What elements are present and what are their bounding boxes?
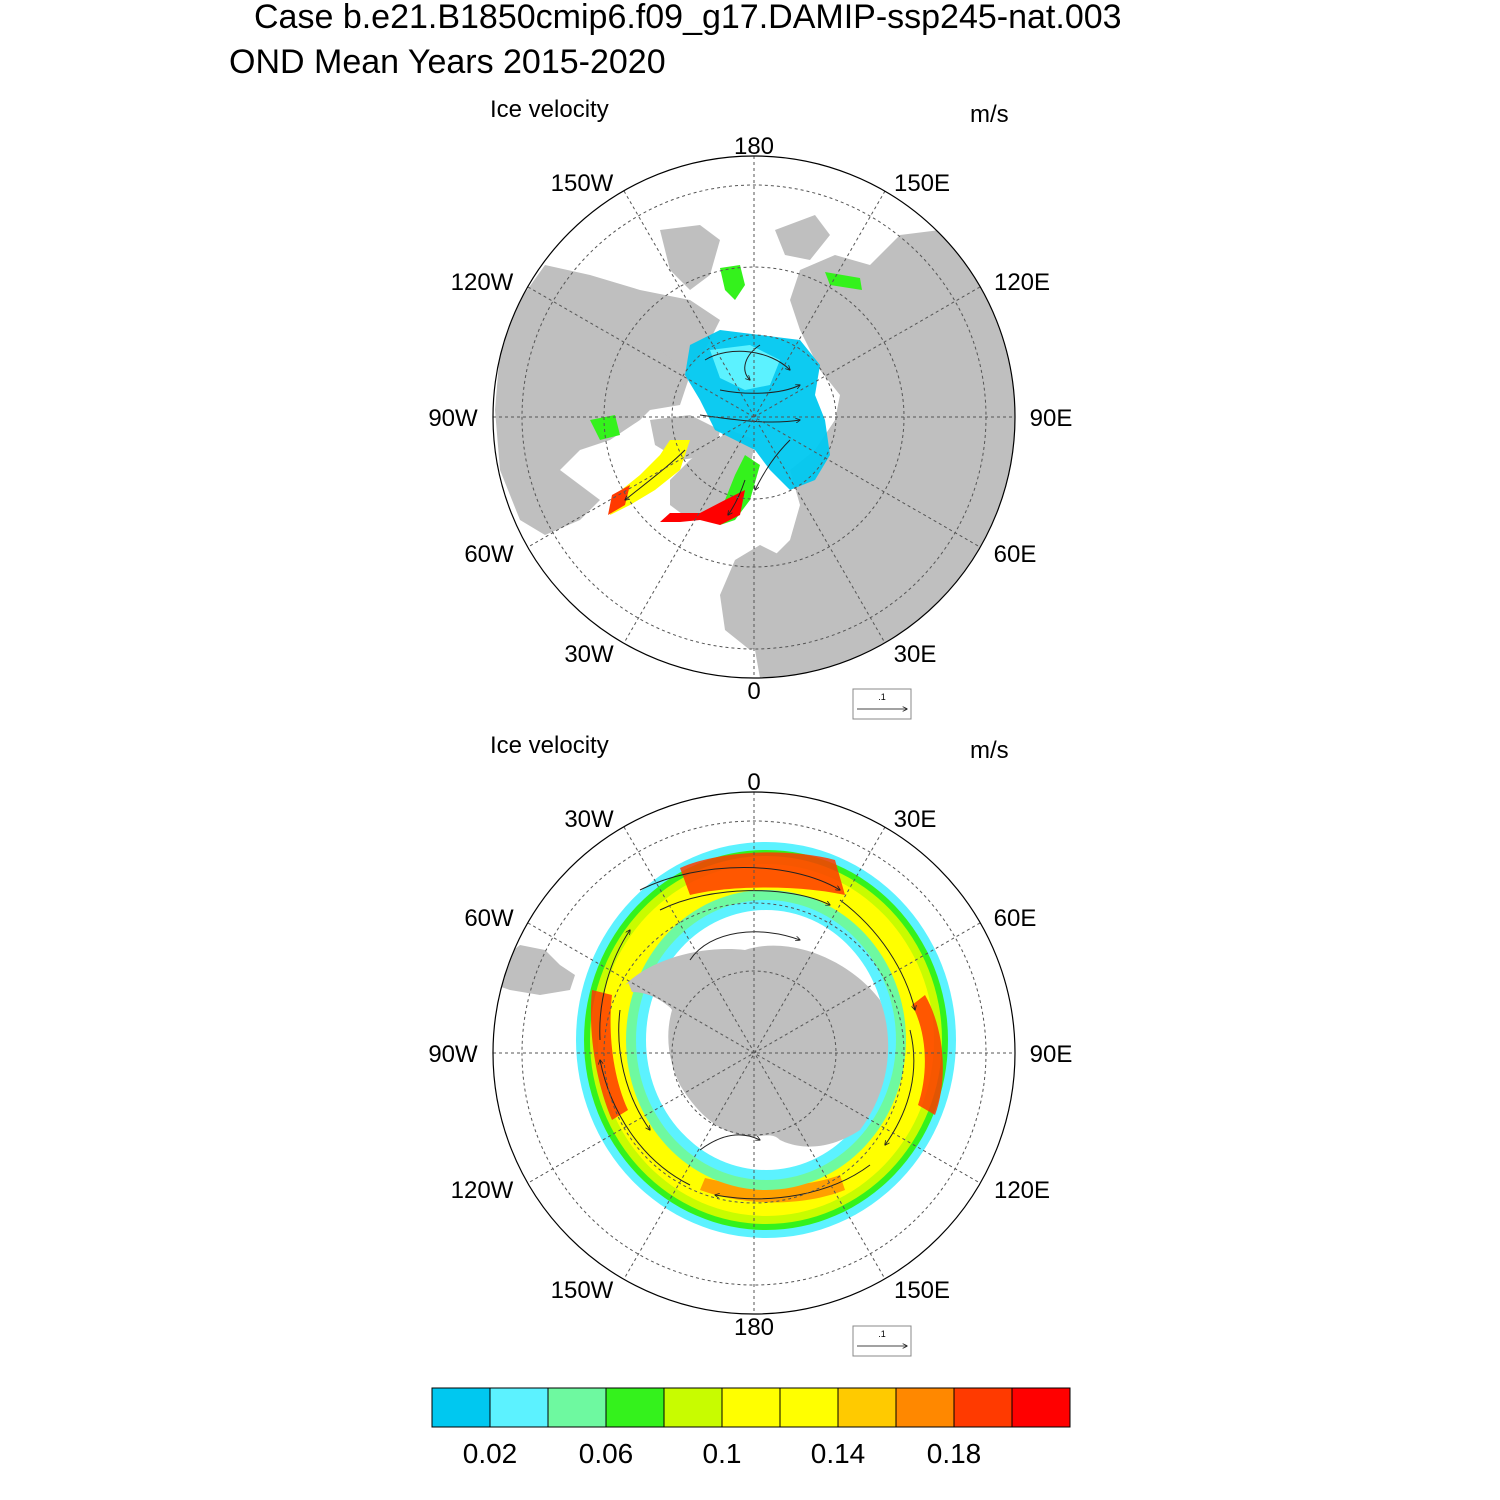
south-land-south-america	[495, 945, 575, 995]
colorbar-box	[547, 1387, 607, 1428]
colorbar-box	[721, 1387, 781, 1428]
north-panel-title: Ice velocity	[490, 96, 609, 123]
north-land-eurasia	[755, 230, 1015, 678]
south-panel: Ice velocity m/s	[428, 732, 1073, 1357]
south-lon-label-bottom: 180	[734, 1314, 774, 1341]
colorbar-box	[779, 1387, 839, 1428]
north-lon-label-bottom-left: 30W	[564, 641, 614, 668]
south-lon-label-right-upper: 60E	[994, 905, 1037, 932]
south-ice-east-fast	[912, 995, 943, 1115]
north-panel: Ice velocity m/s	[428, 96, 1073, 720]
north-lon-label-top-right: 150E	[894, 170, 950, 197]
north-lon-label-top: 180	[734, 133, 774, 160]
north-ice-bering	[720, 265, 862, 300]
north-streamlines	[625, 344, 800, 515]
south-streamlines	[600, 867, 915, 1200]
south-lon-label-left-lower: 120W	[451, 1177, 514, 1204]
south-ice-weddell-fast	[680, 852, 845, 895]
colorbar-box	[837, 1387, 897, 1428]
south-lon-label-right-lower: 120E	[994, 1177, 1050, 1204]
north-lon-label-right-upper: 120E	[994, 269, 1050, 296]
colorbar: 0.02 0.06 0.1 0.14 0.18	[431, 1387, 1071, 1469]
colorbar-tick-label: 0.02	[463, 1438, 518, 1469]
south-map-content	[493, 792, 1015, 1314]
north-land-north-america	[495, 265, 720, 535]
south-reference-vector: .1	[852, 1325, 912, 1357]
south-lon-label-top-left: 30W	[564, 806, 614, 833]
colorbar-box	[895, 1387, 955, 1428]
south-lon-label-bottom-left: 150W	[551, 1277, 614, 1304]
colorbar-box	[953, 1387, 1013, 1428]
south-lon-label-top-right: 30E	[894, 806, 937, 833]
north-land-scandinavia	[720, 545, 800, 650]
north-reference-vector: .1	[852, 688, 912, 720]
north-map-border	[492, 155, 1016, 679]
south-graticule	[493, 792, 1015, 1314]
figure-title-line1: Case b.e21.B1850cmip6.f09_g17.DAMIP-ssp2…	[254, 0, 1122, 36]
south-lon-label-left: 90W	[428, 1041, 478, 1068]
north-lon-label-right: 90E	[1030, 405, 1073, 432]
north-land-canadian-archipelago	[620, 350, 720, 460]
north-lon-label-top-left: 150W	[551, 170, 614, 197]
south-land-peninsula	[628, 981, 680, 1012]
figure-title-line2: OND Mean Years 2015-2020	[229, 43, 666, 81]
colorbar-box	[605, 1387, 665, 1428]
colorbar-box	[431, 1387, 491, 1428]
south-reference-vector-label: .1	[878, 1329, 886, 1339]
south-lon-label-right: 90E	[1030, 1041, 1073, 1068]
north-lon-label-bottom-right: 30E	[894, 641, 937, 668]
north-lon-label-bottom: 0	[747, 678, 760, 705]
south-panel-units: m/s	[970, 737, 1009, 764]
north-lon-label-right-lower: 60E	[994, 541, 1037, 568]
north-graticule	[493, 156, 1015, 678]
north-reference-vector-label: .1	[878, 692, 886, 702]
south-land-antarctica	[625, 945, 889, 1147]
south-map-border	[492, 791, 1016, 1315]
north-ice-hudson	[590, 415, 620, 440]
north-lon-label-left-upper: 120W	[451, 269, 514, 296]
north-lon-label-left-lower: 60W	[464, 541, 514, 568]
north-land-alaska	[660, 215, 830, 290]
south-lon-label-top: 0	[747, 769, 760, 796]
colorbar-tick-label: 0.1	[703, 1438, 742, 1469]
north-ice-east-greenland-red	[660, 490, 745, 525]
colorbar-tick-label: 0.06	[579, 1438, 634, 1469]
north-panel-units: m/s	[970, 101, 1009, 128]
colorbar-box	[1011, 1387, 1071, 1428]
colorbar-tick-label: 0.14	[811, 1438, 866, 1469]
north-map-content	[493, 156, 1015, 678]
south-panel-title: Ice velocity	[490, 732, 609, 759]
colorbar-box	[663, 1387, 723, 1428]
south-lon-label-bottom-right: 150E	[894, 1277, 950, 1304]
north-lon-label-left: 90W	[428, 405, 478, 432]
colorbar-box	[489, 1387, 549, 1428]
colorbar-tick-label: 0.18	[927, 1438, 982, 1469]
south-lon-label-left-upper: 60W	[464, 905, 514, 932]
